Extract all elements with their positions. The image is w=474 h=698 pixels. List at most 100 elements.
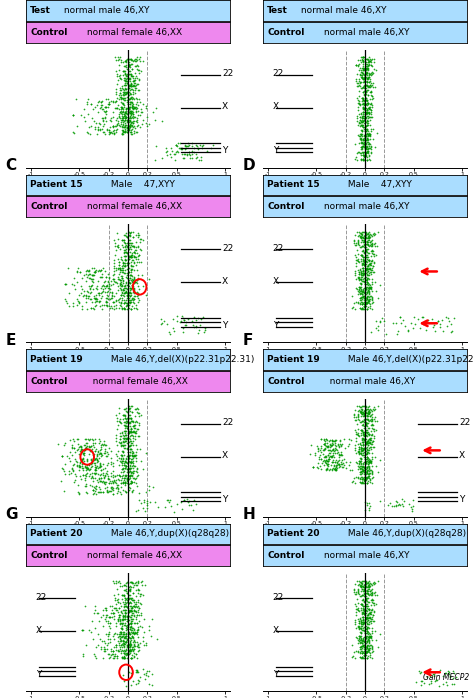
Point: [139, 281, 146, 292]
Point: [365, 76, 373, 87]
Point: [166, 494, 174, 505]
Point: [361, 496, 369, 507]
Point: [117, 633, 124, 644]
Point: [362, 243, 369, 254]
Point: [126, 59, 134, 70]
Point: [128, 415, 136, 426]
Point: [69, 298, 77, 309]
Point: [364, 621, 371, 632]
Point: [103, 644, 110, 655]
Point: [123, 415, 131, 426]
Point: [368, 614, 376, 625]
Point: [366, 406, 374, 417]
Point: [115, 271, 122, 282]
Point: [352, 631, 360, 642]
Point: [117, 647, 125, 658]
Point: [363, 638, 370, 649]
Point: [119, 112, 127, 124]
Point: [367, 327, 375, 338]
Point: [114, 92, 121, 103]
Point: [362, 94, 370, 105]
Point: [122, 70, 129, 82]
Point: [132, 579, 139, 591]
Point: [341, 443, 348, 454]
Point: [134, 424, 142, 435]
Point: [130, 94, 137, 105]
Point: [360, 649, 368, 660]
Point: [127, 53, 135, 64]
Point: [117, 271, 125, 282]
Point: [365, 639, 372, 650]
Point: [130, 121, 137, 133]
Point: [121, 237, 128, 248]
Point: [92, 292, 100, 303]
Point: [378, 313, 385, 324]
Point: [356, 117, 363, 128]
Point: [55, 438, 62, 450]
Point: [396, 311, 403, 322]
Point: [356, 416, 363, 427]
Point: [323, 459, 330, 470]
Point: [128, 301, 136, 312]
Point: [64, 451, 71, 462]
Point: [128, 621, 135, 632]
Point: [366, 608, 374, 619]
Point: [124, 633, 132, 644]
Point: [363, 575, 370, 586]
Point: [358, 289, 365, 300]
Point: [105, 278, 113, 289]
Point: [355, 85, 363, 96]
Point: [357, 443, 365, 454]
Point: [357, 141, 365, 152]
Point: [359, 461, 367, 473]
Point: [369, 419, 377, 431]
Point: [358, 251, 366, 262]
Point: [367, 616, 375, 627]
Point: [90, 302, 97, 313]
Point: [117, 635, 124, 646]
Point: [357, 284, 365, 295]
Point: [428, 313, 436, 325]
Point: [84, 290, 91, 302]
Point: [183, 494, 191, 505]
Point: [122, 644, 130, 655]
Point: [383, 328, 390, 339]
Point: [118, 593, 126, 604]
Point: [133, 256, 140, 267]
Point: [366, 142, 374, 154]
Point: [362, 256, 369, 267]
Point: [365, 408, 373, 419]
Point: [125, 299, 133, 310]
Point: [126, 81, 133, 92]
Point: [361, 141, 368, 152]
Point: [117, 600, 125, 611]
Point: [122, 486, 129, 497]
Point: [126, 112, 134, 124]
Point: [357, 153, 365, 164]
Point: [98, 635, 106, 646]
Point: [360, 103, 367, 114]
Point: [361, 469, 368, 480]
Point: [118, 281, 125, 292]
Text: 22: 22: [273, 593, 284, 602]
Point: [361, 584, 369, 595]
Point: [88, 297, 95, 308]
Point: [130, 283, 137, 295]
Point: [359, 473, 366, 484]
Point: [369, 67, 377, 78]
Point: [132, 253, 140, 265]
Point: [125, 463, 133, 475]
Point: [365, 402, 372, 413]
Point: [126, 417, 133, 428]
Point: [120, 75, 128, 86]
Point: [360, 135, 367, 146]
Text: Control: Control: [30, 28, 67, 36]
Point: [365, 581, 373, 592]
Point: [360, 408, 367, 419]
Point: [124, 98, 132, 110]
Point: [128, 124, 135, 135]
Point: [358, 114, 366, 125]
Point: [119, 129, 127, 140]
Point: [119, 477, 127, 488]
Point: [363, 62, 370, 73]
